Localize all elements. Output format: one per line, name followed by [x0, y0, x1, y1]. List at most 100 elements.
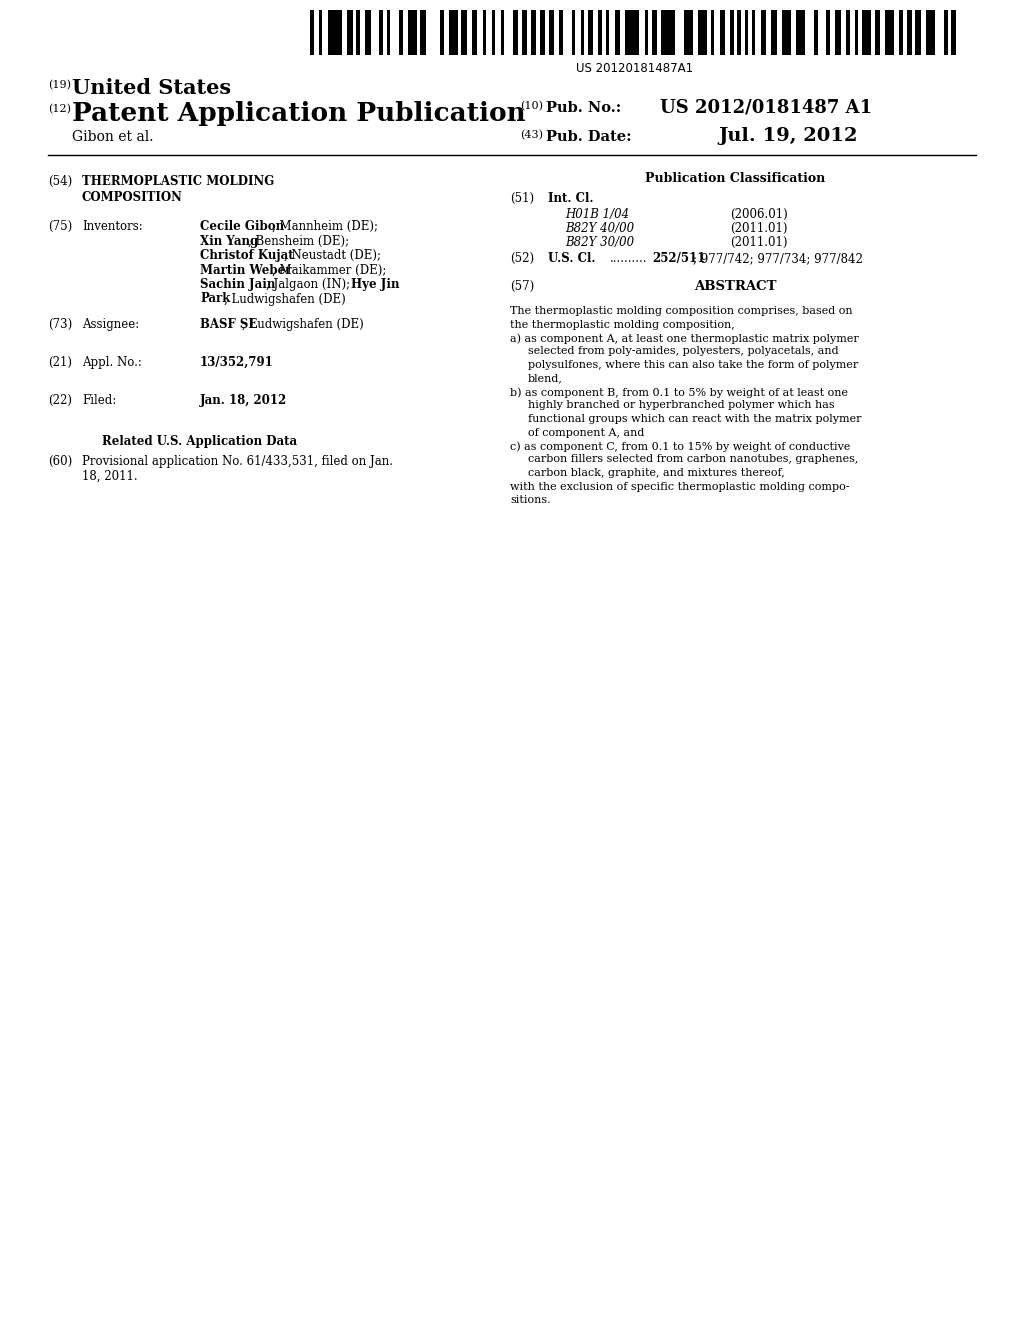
Bar	[730, 11, 734, 55]
Text: Martin Weber: Martin Weber	[200, 264, 292, 276]
Bar	[885, 11, 894, 55]
Text: (19): (19)	[48, 81, 71, 90]
Text: The thermoplastic molding composition comprises, based on: The thermoplastic molding composition co…	[510, 306, 853, 315]
Text: (10): (10)	[520, 102, 543, 111]
Text: highly branched or hyperbranched polymer which has: highly branched or hyperbranched polymer…	[528, 400, 835, 411]
Text: blend,: blend,	[528, 374, 563, 384]
Text: , Ludwigshafen (DE): , Ludwigshafen (DE)	[224, 293, 346, 305]
Bar	[684, 11, 693, 55]
Bar	[862, 11, 871, 55]
Bar	[310, 11, 313, 55]
Bar	[581, 11, 585, 55]
Text: 252/511: 252/511	[652, 252, 706, 265]
Text: a) as component A, at least one thermoplastic matrix polymer: a) as component A, at least one thermopl…	[510, 333, 859, 343]
Text: Gibon et al.: Gibon et al.	[72, 129, 154, 144]
Bar	[915, 11, 921, 55]
Bar	[318, 11, 323, 55]
Bar	[421, 11, 426, 55]
Text: Publication Classification: Publication Classification	[645, 172, 825, 185]
Bar	[874, 11, 880, 55]
Text: (54): (54)	[48, 176, 73, 187]
Text: US 2012/0181487 A1: US 2012/0181487 A1	[660, 99, 872, 117]
Text: Hye Jin: Hye Jin	[351, 279, 399, 290]
Bar	[846, 11, 850, 55]
Text: (73): (73)	[48, 318, 73, 331]
Bar	[387, 11, 390, 55]
Bar	[482, 11, 486, 55]
Bar	[814, 11, 817, 55]
Text: Assignee:: Assignee:	[82, 318, 139, 331]
Bar	[598, 11, 602, 55]
Bar	[752, 11, 756, 55]
Bar	[761, 11, 766, 55]
Bar	[366, 11, 371, 55]
Text: , Mannheim (DE);: , Mannheim (DE);	[272, 220, 378, 234]
Text: (2011.01): (2011.01)	[730, 222, 787, 235]
Bar	[698, 11, 708, 55]
Bar	[652, 11, 657, 55]
Bar	[951, 11, 956, 55]
Bar	[513, 11, 518, 55]
Bar	[380, 11, 383, 55]
Text: , Bensheim (DE);: , Bensheim (DE);	[248, 235, 349, 248]
Bar	[501, 11, 504, 55]
Bar	[826, 11, 830, 55]
Text: sitions.: sitions.	[510, 495, 551, 506]
Text: (57): (57)	[510, 280, 535, 293]
Text: U.S. Cl.: U.S. Cl.	[548, 252, 596, 265]
Text: 13/352,791: 13/352,791	[200, 356, 273, 370]
Text: Int. Cl.: Int. Cl.	[548, 191, 594, 205]
Bar	[462, 11, 467, 55]
Text: Pub. No.:: Pub. No.:	[546, 102, 622, 115]
Text: (12): (12)	[48, 104, 71, 115]
Bar	[530, 11, 537, 55]
Bar	[720, 11, 725, 55]
Text: the thermoplastic molding composition,: the thermoplastic molding composition,	[510, 319, 735, 330]
Text: Sachin Jain: Sachin Jain	[200, 279, 275, 290]
Bar	[549, 11, 554, 55]
Bar	[588, 11, 593, 55]
Bar	[836, 11, 841, 55]
Text: selected from poly-amides, polyesters, polyacetals, and: selected from poly-amides, polyesters, p…	[528, 346, 839, 356]
Text: Jan. 18, 2012: Jan. 18, 2012	[200, 393, 288, 407]
Bar	[605, 11, 609, 55]
Text: BASF SE: BASF SE	[200, 318, 257, 331]
Text: Related U.S. Application Data: Related U.S. Application Data	[102, 436, 298, 447]
Bar	[328, 11, 342, 55]
Text: , Maikammer (DE);: , Maikammer (DE);	[272, 264, 386, 276]
Bar	[449, 11, 458, 55]
Text: (21): (21)	[48, 356, 72, 370]
Bar	[906, 11, 912, 55]
Text: carbon fillers selected from carbon nanotubes, graphenes,: carbon fillers selected from carbon nano…	[528, 454, 858, 465]
Bar	[540, 11, 545, 55]
Bar	[356, 11, 359, 55]
Text: , Ludwigshafen (DE): , Ludwigshafen (DE)	[242, 318, 364, 331]
Text: (52): (52)	[510, 252, 535, 265]
Text: , Neustadt (DE);: , Neustadt (DE);	[284, 249, 381, 261]
Text: THERMOPLASTIC MOLDING: THERMOPLASTIC MOLDING	[82, 176, 274, 187]
Bar	[522, 11, 527, 55]
Text: H01B 1/04: H01B 1/04	[565, 209, 629, 220]
Text: (2011.01): (2011.01)	[730, 236, 787, 249]
Bar	[899, 11, 903, 55]
Text: functional groups which can react with the matrix polymer: functional groups which can react with t…	[528, 414, 861, 424]
Bar	[440, 11, 443, 55]
Text: COMPOSITION: COMPOSITION	[82, 191, 183, 205]
Text: polysulfones, where this can also take the form of polymer: polysulfones, where this can also take t…	[528, 360, 858, 370]
Text: (43): (43)	[520, 129, 543, 140]
Bar	[771, 11, 776, 55]
Text: ..........: ..........	[610, 252, 647, 265]
Bar	[782, 11, 791, 55]
Bar	[797, 11, 805, 55]
Text: B82Y 30/00: B82Y 30/00	[565, 236, 634, 249]
Bar	[399, 11, 402, 55]
Bar	[645, 11, 648, 55]
Text: Inventors:: Inventors:	[82, 220, 142, 234]
Bar	[347, 11, 352, 55]
Text: Filed:: Filed:	[82, 393, 117, 407]
Text: (2006.01): (2006.01)	[730, 209, 787, 220]
Bar	[926, 11, 935, 55]
Text: (75): (75)	[48, 220, 73, 234]
Text: , Jalgaon (IN);: , Jalgaon (IN);	[266, 279, 354, 290]
Bar	[944, 11, 947, 55]
